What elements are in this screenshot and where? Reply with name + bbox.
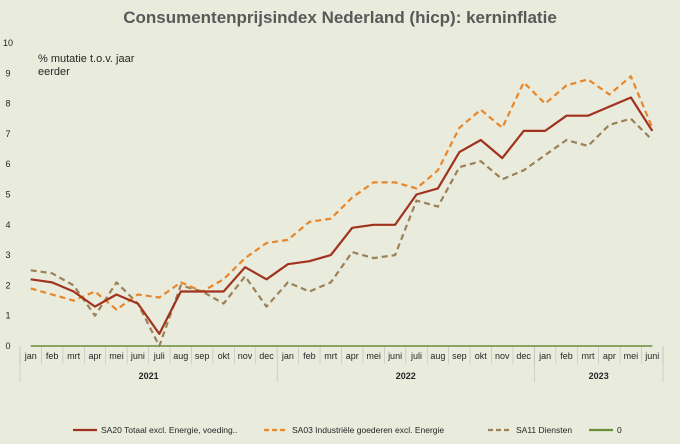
chart-title: Consumentenprijsindex Nederland (hicp): … (123, 8, 557, 27)
x-tick-label: jan (281, 351, 294, 361)
series-line-3 (30, 117, 654, 348)
x-tick-label: jan (538, 351, 551, 361)
x-tick-label: feb (303, 351, 316, 361)
x-tick-label: jan (24, 351, 37, 361)
y-tick-label: 3 (5, 250, 10, 260)
x-tick-label: apr (346, 351, 359, 361)
x-tick-label: mei (109, 351, 124, 361)
year-label: 2023 (589, 371, 609, 381)
x-tick-label: mei (624, 351, 639, 361)
x-tick-label: feb (46, 351, 59, 361)
legend-label: SA20 Totaal excl. Energie, voeding.. (101, 425, 237, 435)
x-tick-label: dec (259, 351, 274, 361)
x-tick-label: mei (366, 351, 381, 361)
x-tick-label: juli (153, 351, 165, 361)
legend: SA20 Totaal excl. Energie, voeding.. SA03… (73, 425, 622, 435)
legend-label: SA11 Diensten (516, 425, 572, 435)
y-tick-label: 0 (5, 341, 10, 351)
y-tick-label: 2 (5, 280, 10, 290)
x-tick-label: aug (430, 351, 445, 361)
x-tick-label: sep (195, 351, 210, 361)
x-tick-label: feb (560, 351, 573, 361)
x-tick-label: juni (644, 351, 659, 361)
x-axis: jan feb mrt apr mei juni juli aug sep okt nov dec ja… (19, 346, 664, 382)
y-tick-label: 5 (5, 190, 10, 200)
x-tick-label: okt (218, 351, 231, 361)
series-lines (30, 75, 654, 348)
x-tick-label: nov (238, 351, 253, 361)
x-tick-label: mrt (581, 351, 594, 361)
year-label: 2022 (396, 371, 416, 381)
y-tick-label: 8 (5, 99, 10, 109)
y-tick-label: 9 (5, 68, 10, 78)
series-line-2 (30, 75, 654, 311)
y-axis: 0 1 2 3 4 5 6 7 8 9 10 (3, 38, 13, 351)
y-tick-label: 6 (5, 159, 10, 169)
x-tick-label: apr (89, 351, 102, 361)
y-tick-label: 1 (5, 311, 10, 321)
x-tick-label: aug (173, 351, 188, 361)
x-tick-label: sep (452, 351, 467, 361)
year-label: 2021 (139, 371, 159, 381)
x-tick-label: mrt (67, 351, 80, 361)
y-tick-label: 4 (5, 220, 10, 230)
x-tick-label: juli (410, 351, 422, 361)
y-axis-label-line-2: eerder (38, 66, 70, 78)
x-tick-label: okt (475, 351, 488, 361)
x-tick-label: juni (387, 351, 402, 361)
x-tick-label: dec (516, 351, 531, 361)
x-tick-label: nov (495, 351, 510, 361)
legend-label: 0 (617, 425, 622, 435)
y-axis-label-line-1: % mutatie t.o.v. jaar (38, 53, 135, 65)
x-tick-label: apr (603, 351, 616, 361)
y-tick-label: 10 (3, 38, 13, 48)
legend-label: SA03 Industriële goederen excl. Energie (292, 425, 444, 435)
y-tick-label: 7 (5, 129, 10, 139)
x-tick-label: juni (130, 351, 145, 361)
x-tick-label: mrt (324, 351, 337, 361)
series-line-1 (30, 96, 654, 335)
